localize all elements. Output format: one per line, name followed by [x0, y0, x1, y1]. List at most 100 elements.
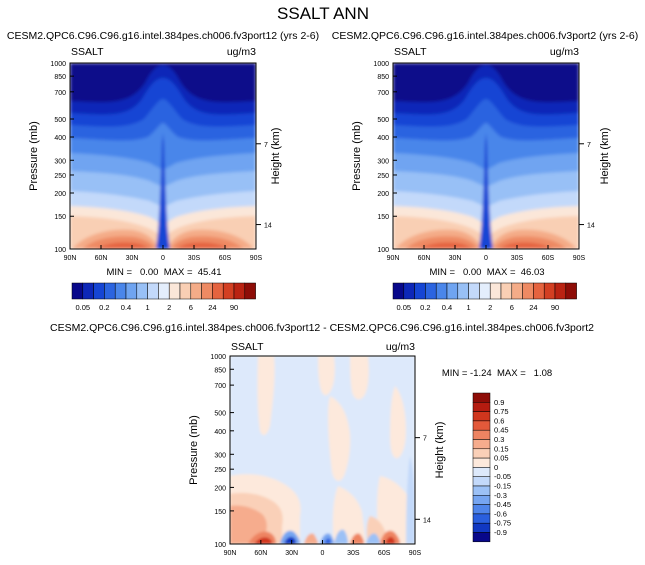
panel-diff-y-tick-label: 200 [214, 485, 226, 492]
colorbar-left-swatch [93, 282, 105, 300]
colorbar-diff-swatch [472, 457, 491, 468]
panel-diff-x-tick-label: 90S [409, 550, 422, 557]
colorbar-left-swatch [136, 282, 148, 300]
colorbar-right-label: 24 [529, 303, 537, 312]
panel-left-x-tick-label: 60S [219, 255, 232, 262]
panel-right-ylabel: Pressure (mb) [351, 121, 363, 191]
panel-right-y-ticks: 100 150 200 250 300 400 500 700 850 1000 [373, 61, 397, 254]
panel-right-y-tick-label: 100 [377, 247, 389, 254]
colorbar-left-label: 0.05 [75, 303, 90, 312]
colorbar-diff-label: -0.15 [494, 482, 511, 491]
colorbar-diff-label: 0 [494, 463, 498, 472]
colorbar-diff-swatch [472, 495, 491, 505]
panel-diff-units: ug/m3 [386, 341, 415, 353]
colorbar-right-swatch [533, 282, 545, 300]
panel-left-plot [70, 63, 256, 249]
panel-diff-y-tick-label: 300 [214, 452, 226, 459]
colorbar-diff-swatch [472, 429, 491, 440]
panel-diff-x-ticks: 90N 60N 30N 0 30S 60S 90S [224, 540, 422, 557]
colorbar-diff-label: -0.9 [494, 528, 507, 537]
colorbar-diff-label: -0.45 [494, 500, 511, 509]
panel-diff-y-tick-label: 500 [214, 411, 226, 418]
panel-left-y-tick-label: 300 [54, 158, 66, 165]
panel-left-x-tick-label: 0 [161, 255, 165, 262]
panel-diff-y-tick-label: 700 [214, 383, 226, 390]
panel-right-y-tick-label: 500 [377, 117, 389, 124]
panel-right-x-tick-label: 60N [418, 255, 431, 262]
colorbar-diff-label: 0.3 [494, 435, 504, 444]
colorbar-left-swatch [125, 282, 138, 300]
colorbar-left-swatch [244, 282, 256, 300]
colorbar-right-label: 90 [551, 303, 559, 312]
panel-right-x-ticks: 90N 60N 30N 0 30S 60S 90S [387, 245, 586, 262]
colorbar-right-swatch [479, 282, 491, 300]
panel-left: CESM2.QPC6.C96.C96.g16.intel.384pes.ch00… [7, 30, 319, 278]
panel-right-stats: MIN = 0.00 MAX = 46.03 [429, 267, 544, 278]
panel-left-ylabel: Pressure (mb) [28, 121, 40, 191]
colorbar-right-swatch [425, 282, 437, 300]
panel-diff: CESM2.QPC6.C96.C96.g16.intel.384pes.ch00… [50, 322, 594, 557]
panel-right-height-label: Height (km) [599, 128, 611, 185]
colorbar-left-label: 24 [208, 303, 216, 312]
colorbar-left-swatch [168, 282, 181, 300]
panel-right-height-ticks: 14 7 [579, 142, 595, 230]
panel-left-x-tick-label: 30N [126, 255, 139, 262]
panel-diff-x-tick-label: 60N [254, 550, 267, 557]
panel-right: CESM2.QPC6.C96.C96.g16.intel.384pes.ch00… [332, 30, 638, 278]
colorbar-right-label: 1 [467, 303, 471, 312]
colorbar-diff-swatch [472, 513, 491, 524]
colorbar-left-swatch [233, 282, 246, 300]
panel-right-x-tick-label: 90N [387, 255, 400, 262]
colorbar-diff-swatch [472, 476, 491, 487]
colorbar-right-swatch [554, 282, 567, 300]
panel-left-units: ug/m3 [227, 46, 256, 58]
colorbar-left-swatch [114, 282, 127, 300]
panel-diff-height-tick-label: 7 [423, 436, 427, 443]
panel-left-y-tick-label: 700 [54, 90, 66, 97]
colorbar-diff-swatch [472, 522, 491, 533]
panel-right-units: ug/m3 [550, 46, 579, 58]
panel-left-x-ticks: 90N 60N 30N 0 30S 60S 90S [64, 245, 263, 262]
panel-diff-y-ticks: 100 150 200 250 300 400 500 700 850 1000 [210, 354, 234, 549]
panel-diff-height-label: Height (km) [434, 422, 446, 479]
colorbar-right-label: 6 [510, 303, 514, 312]
panel-right-title: CESM2.QPC6.C96.C96.g16.intel.384pes.ch00… [332, 30, 638, 42]
colorbar-right-swatch [500, 282, 513, 300]
panel-left-y-tick-label: 1000 [50, 61, 66, 68]
colorbar-right-label: 0.05 [396, 303, 411, 312]
colorbar-diff-label: -0.6 [494, 509, 507, 518]
panel-diff-variable: SSALT [231, 341, 264, 353]
panel-left-y-tick-label: 200 [54, 191, 66, 198]
colorbar-diff-label: -0.3 [494, 491, 507, 500]
panel-diff-x-tick-label: 30N [285, 550, 298, 557]
colorbar-right-swatch [392, 282, 405, 300]
panel-left-y-tick-label: 400 [54, 135, 66, 142]
panel-diff-x-tick-label: 0 [321, 550, 325, 557]
colorbar-diff-swatch [472, 532, 491, 543]
colorbar-right-swatch [522, 282, 534, 300]
panel-right-y-tick-label: 150 [377, 214, 389, 221]
panel-diff-height-ticks: 14 7 [415, 436, 431, 524]
colorbar-diff-swatch [472, 504, 491, 515]
panel-right-y-tick-label: 250 [377, 173, 389, 180]
colorbar-right-swatch [468, 282, 480, 300]
figure-title: SSALT ANN [277, 4, 369, 23]
panel-left-y-tick-label: 150 [54, 214, 66, 221]
colorbar-left-label: 2 [167, 303, 171, 312]
panel-right-x-tick-label: 30S [511, 255, 524, 262]
colorbar-right-label: 0.4 [442, 303, 452, 312]
colorbar-diff-label: 0.15 [494, 444, 509, 453]
colorbar-left: 0.05 0.2 0.4 1 2 6 24 90 [71, 282, 256, 312]
panel-left-x-tick-label: 30S [188, 255, 201, 262]
colorbar-right-swatch [457, 282, 469, 300]
colorbar-right-swatch [435, 282, 448, 300]
colorbar-right-swatch [414, 282, 426, 300]
colorbar-left-label: 90 [230, 303, 238, 312]
colorbar-diff-swatch [472, 392, 491, 403]
colorbar-diff-label: 0.05 [494, 454, 509, 463]
panel-diff-x-tick-label: 30S [347, 550, 360, 557]
panel-left-x-tick-label: 90S [250, 255, 263, 262]
colorbar-diff-swatch [472, 402, 491, 412]
colorbar-left-swatch [158, 282, 170, 300]
panel-diff-plot [230, 356, 415, 544]
